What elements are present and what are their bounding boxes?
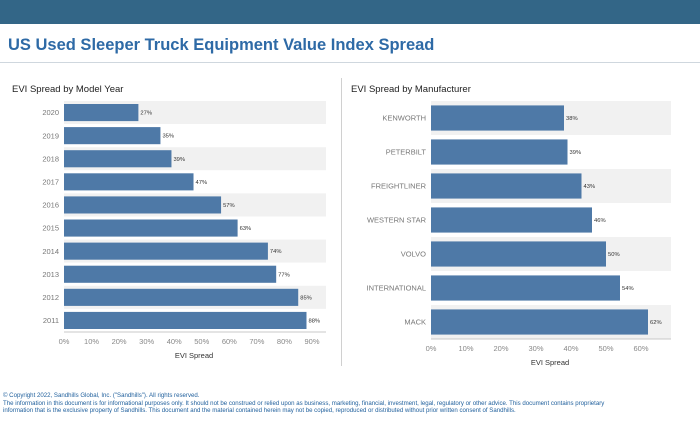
- x-tick-label: 60%: [633, 344, 648, 353]
- data-label: 62%: [650, 320, 662, 326]
- x-tick-label: 40%: [167, 337, 182, 346]
- x-tick-label: 40%: [563, 344, 578, 353]
- data-label: 77%: [278, 272, 290, 278]
- bar: [431, 241, 606, 267]
- x-tick-label: 10%: [84, 337, 99, 346]
- data-label: 88%: [308, 318, 320, 324]
- footer-copyright: © Copyright 2022, Sandhills Global, Inc.…: [3, 392, 200, 399]
- category-label: VOLVO: [401, 250, 426, 259]
- bar: [64, 127, 161, 145]
- x-tick-label: 90%: [304, 337, 319, 346]
- panel-divider: [341, 78, 342, 366]
- data-label: 74%: [270, 249, 282, 255]
- category-label: 2013: [42, 270, 59, 279]
- data-label: 54%: [622, 286, 634, 292]
- category-label: MACK: [404, 318, 426, 327]
- bar: [64, 173, 194, 191]
- data-label: 50%: [608, 252, 620, 258]
- bar: [431, 139, 568, 165]
- category-label: WESTERN STAR: [367, 216, 427, 225]
- x-axis-title: EVI Spread: [531, 358, 569, 367]
- data-label: 46%: [594, 218, 606, 224]
- bar: [64, 288, 299, 306]
- x-tick-label: 20%: [112, 337, 127, 346]
- category-label: PETERBILT: [386, 148, 427, 157]
- footer-disclaimer: © Copyright 2022, Sandhills Global, Inc.…: [3, 392, 693, 415]
- bar: [64, 196, 222, 214]
- category-label: 2012: [42, 293, 59, 302]
- data-label: 57%: [223, 203, 235, 209]
- data-label: 47%: [196, 180, 208, 186]
- x-tick-label: 30%: [139, 337, 154, 346]
- x-tick-label: 0%: [426, 344, 437, 353]
- bar: [64, 150, 172, 168]
- category-label: 2018: [42, 154, 59, 163]
- x-tick-label: 20%: [493, 344, 508, 353]
- category-label: 2017: [42, 177, 59, 186]
- x-tick-label: 10%: [458, 344, 473, 353]
- data-label: 27%: [140, 111, 152, 117]
- category-label: 2020: [42, 108, 59, 117]
- x-tick-label: 50%: [194, 337, 209, 346]
- page-title: US Used Sleeper Truck Equipment Value In…: [8, 36, 435, 54]
- chart-title-model-year: EVI Spread by Model Year: [12, 84, 124, 95]
- bar: [64, 219, 238, 237]
- data-label: 39%: [570, 150, 582, 156]
- category-label: 2015: [42, 224, 59, 233]
- category-label: 2011: [43, 316, 59, 325]
- x-axis-title: EVI Spread: [175, 351, 213, 360]
- x-tick-label: 50%: [598, 344, 613, 353]
- data-label: 63%: [240, 226, 252, 232]
- x-tick-label: 70%: [249, 337, 264, 346]
- x-tick-label: 60%: [222, 337, 237, 346]
- footer-disclaimer-line: information that is the exclusive proper…: [3, 407, 516, 415]
- x-tick-label: 80%: [277, 337, 292, 346]
- data-label: 43%: [584, 184, 596, 190]
- bar: [431, 173, 582, 199]
- data-label: 38%: [566, 116, 578, 122]
- data-label: 39%: [173, 157, 185, 163]
- bar: [64, 242, 268, 260]
- data-label: 35%: [162, 134, 174, 140]
- category-label: 2014: [42, 247, 59, 256]
- bar: [431, 105, 564, 131]
- header-band: [0, 0, 700, 24]
- chart-title-manufacturer: EVI Spread by Manufacturer: [351, 84, 471, 95]
- bar: [431, 275, 620, 301]
- category-label: 2016: [42, 201, 59, 210]
- footer-disclaimer-line: The information in this document is for …: [3, 399, 605, 407]
- bar: [64, 265, 277, 283]
- bar: [431, 309, 648, 335]
- bar: [431, 207, 592, 233]
- category-label: KENWORTH: [382, 114, 426, 123]
- x-tick-label: 30%: [528, 344, 543, 353]
- category-label: INTERNATIONAL: [367, 284, 426, 293]
- bar: [64, 311, 307, 329]
- category-label: FREIGHTLINER: [371, 182, 427, 191]
- title-divider: [0, 62, 700, 63]
- data-label: 85%: [300, 295, 312, 301]
- category-label: 2019: [42, 131, 59, 140]
- x-tick-label: 0%: [59, 337, 70, 346]
- bar: [64, 104, 139, 122]
